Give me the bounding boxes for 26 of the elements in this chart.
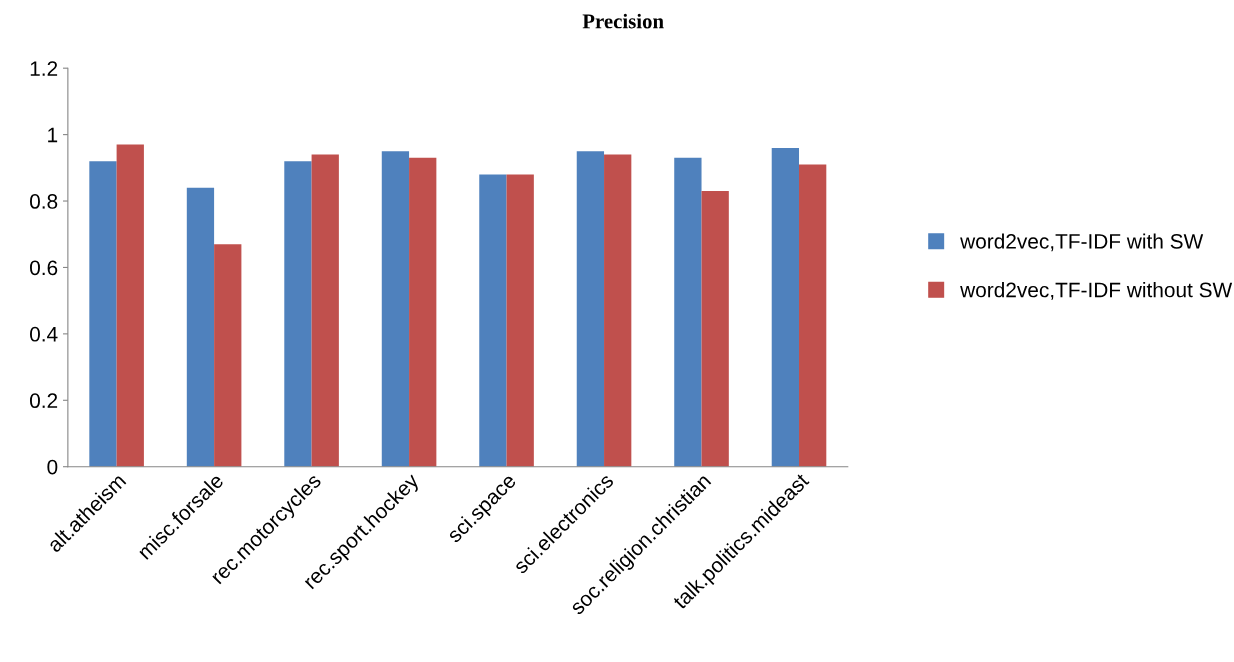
bar xyxy=(214,244,242,467)
bar xyxy=(771,147,800,467)
bar xyxy=(799,164,827,467)
legend-label: word2vec,TF-IDF without SW xyxy=(960,282,1233,300)
bar xyxy=(506,174,534,467)
y-tick-label: 0.4 xyxy=(30,326,58,342)
y-tick-label: 1 xyxy=(48,127,58,143)
chart-title: Precision xyxy=(582,13,664,29)
bar xyxy=(116,144,144,467)
y-tick-label: 0.6 xyxy=(30,260,58,276)
bar xyxy=(89,161,117,467)
y-tick-label: 1.2 xyxy=(30,61,58,76)
bar xyxy=(576,151,605,467)
bar xyxy=(284,161,312,467)
y-tick-label: 0 xyxy=(47,459,58,475)
bar xyxy=(674,157,702,467)
bar xyxy=(604,154,632,467)
bar xyxy=(701,191,729,467)
y-tick-label: 0.8 xyxy=(30,194,58,209)
legend-label: word2vec,TF-IDF with SW xyxy=(960,233,1204,252)
bar xyxy=(479,174,507,467)
bar xyxy=(409,157,437,467)
bar xyxy=(311,154,339,467)
y-tick-label: 0.2 xyxy=(30,393,58,409)
bar xyxy=(381,151,410,467)
bar xyxy=(186,187,215,467)
